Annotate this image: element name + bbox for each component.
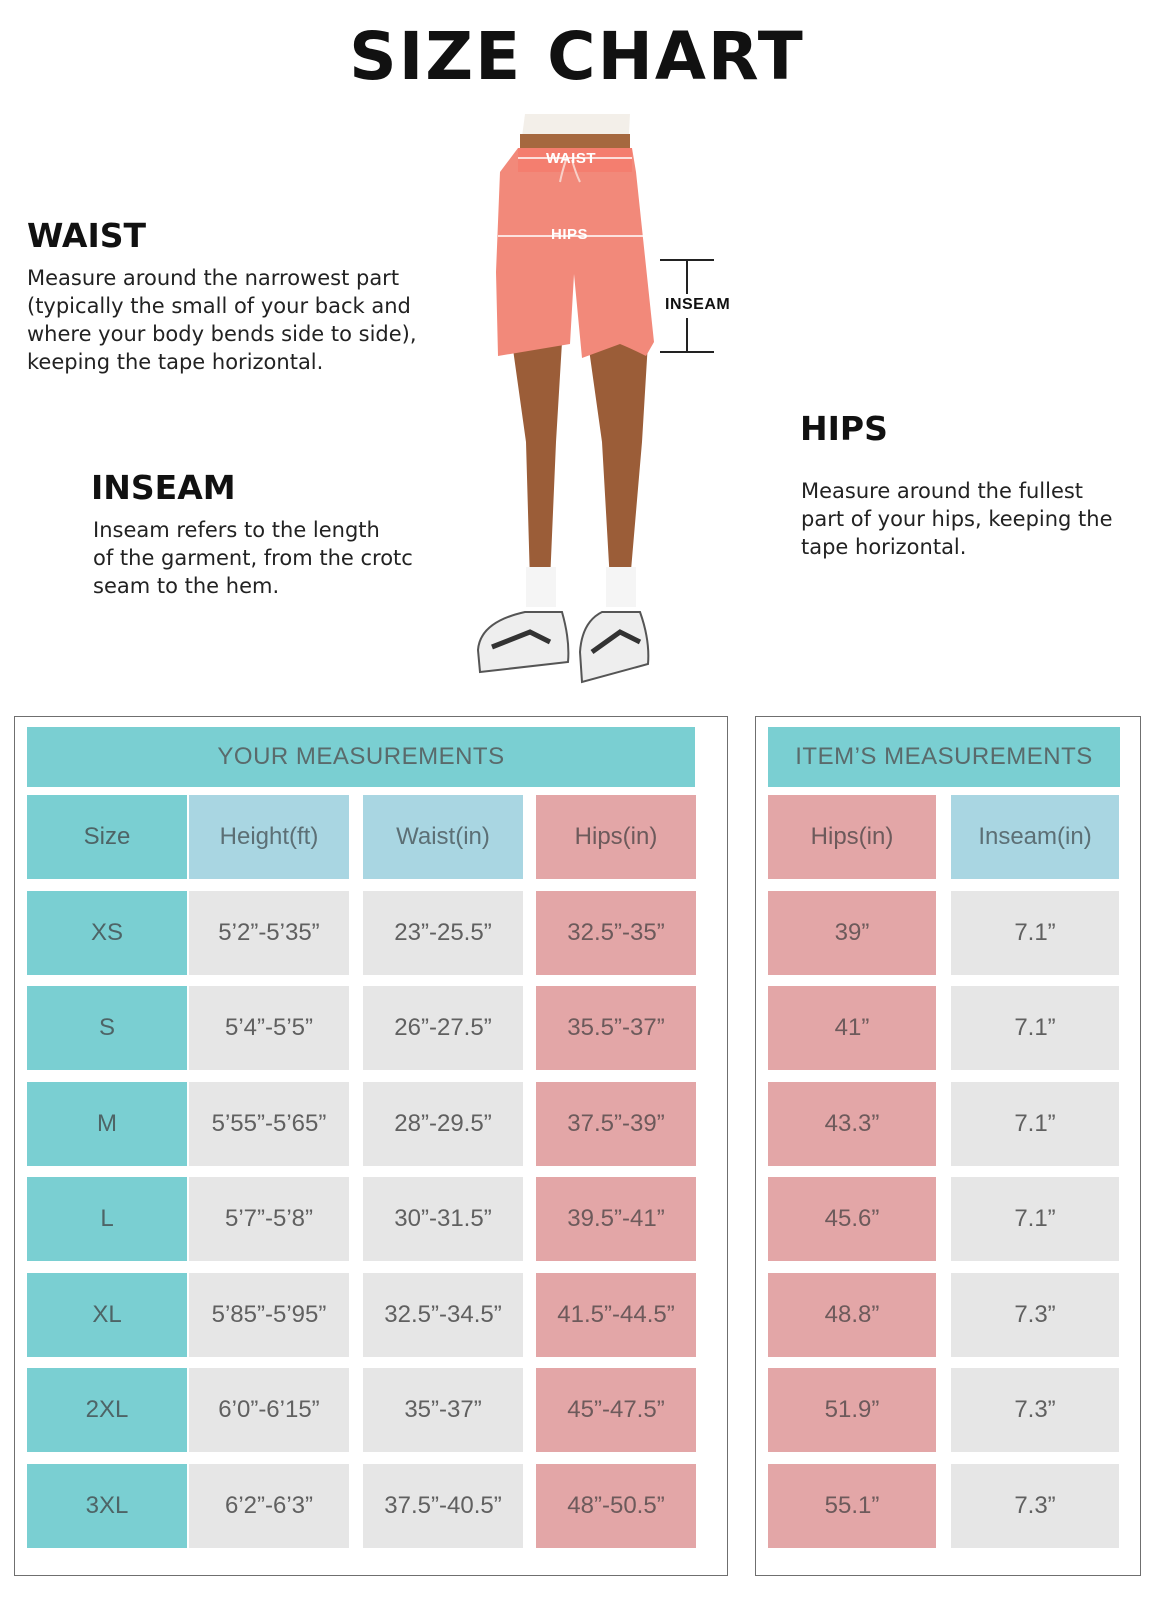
inseam-heading: INSEAM <box>91 468 236 507</box>
your-table-cell: 48”-50.5” <box>536 1463 696 1548</box>
your-table-cell: 41.5”-44.5” <box>536 1272 696 1357</box>
your-table-cell: 6’0”-6’15” <box>189 1368 349 1452</box>
item-table-cell: 7.3” <box>951 1463 1119 1548</box>
hips-line: part of your hips, keeping the <box>801 507 1113 531</box>
your-table-cell: 5’7”-5’8” <box>189 1177 349 1261</box>
your-measurements-table: YOUR MEASUREMENTS Size Height(ft) Waist(in… <box>14 716 728 1576</box>
your-table-cell: 5’4”-5’5” <box>189 986 349 1070</box>
item-table-cell: 45.6” <box>768 1177 936 1261</box>
item-column-header: Hips(in) <box>768 795 936 879</box>
waist-description: Measure around the narrowest part (typic… <box>27 264 447 376</box>
your-table-cell: 26”-27.5” <box>363 986 523 1070</box>
inseam-line: of the garment, from the crotc <box>93 546 413 570</box>
page-title: SIZE CHART <box>349 18 805 95</box>
your-table-cell: 35.5”-37” <box>536 986 696 1070</box>
hips-heading: HIPS <box>800 409 888 448</box>
item-measurements-header: ITEM’S MEASUREMENTS <box>768 727 1120 787</box>
inseam-line: Inseam refers to the length <box>93 518 380 542</box>
item-measurements-table: ITEM’S MEASUREMENTS Hips(in) Inseam(in) 39… <box>755 716 1141 1576</box>
item-table-cell: 7.3” <box>951 1272 1119 1357</box>
inseam-line: seam to the hem. <box>93 574 280 598</box>
inseam-description: Inseam refers to the length of the garme… <box>93 516 473 600</box>
waist-heading: WAIST <box>27 216 147 255</box>
your-measurements-header: YOUR MEASUREMENTS <box>27 727 695 787</box>
hips-line: tape horizontal. <box>801 535 967 559</box>
your-table-cell: 5’85”-5’95” <box>189 1272 349 1357</box>
your-table-cell: XL <box>27 1272 187 1357</box>
your-table-cell: 28”-29.5” <box>363 1081 523 1166</box>
waist-line: where your body bends side to side), <box>27 322 417 346</box>
inseam-figure-label: INSEAM <box>665 296 731 313</box>
item-table-cell: 48.8” <box>768 1272 936 1357</box>
waist-line: keeping the tape horizontal. <box>27 350 324 374</box>
your-column-header: Height(ft) <box>189 795 349 879</box>
item-table-cell: 51.9” <box>768 1368 936 1452</box>
item-table-cell: 7.1” <box>951 890 1119 975</box>
waist-line: (typically the small of your back and <box>27 294 411 318</box>
item-table-cell: 39” <box>768 890 936 975</box>
your-table-cell: S <box>27 986 187 1070</box>
item-table-cell: 7.1” <box>951 986 1119 1070</box>
item-table-cell: 7.1” <box>951 1081 1119 1166</box>
hips-figure-label: HIPS <box>551 226 589 243</box>
item-table-cell: 55.1” <box>768 1463 936 1548</box>
hips-line: Measure around the fullest <box>801 479 1084 503</box>
item-table-cell: 7.3” <box>951 1368 1119 1452</box>
model-illustration: WAIST HIPS INSEAM <box>470 112 770 712</box>
item-table-cell: 43.3” <box>768 1081 936 1166</box>
your-column-header: Hips(in) <box>536 795 696 879</box>
your-table-cell: 23”-25.5” <box>363 890 523 975</box>
your-table-cell: L <box>27 1177 187 1261</box>
your-table-cell: XS <box>27 890 187 975</box>
your-table-cell: 35”-37” <box>363 1368 523 1452</box>
waist-figure-label: WAIST <box>546 150 596 167</box>
item-table-cell: 41” <box>768 986 936 1070</box>
your-table-cell: 30”-31.5” <box>363 1177 523 1261</box>
your-table-cell: 37.5”-40.5” <box>363 1463 523 1548</box>
item-table-cell: 7.1” <box>951 1177 1119 1261</box>
your-table-cell: 5’55”-5’65” <box>189 1081 349 1166</box>
your-table-cell: 2XL <box>27 1368 187 1452</box>
your-table-cell: 39.5”-41” <box>536 1177 696 1261</box>
your-table-cell: 5’2”-5’35” <box>189 890 349 975</box>
shorts-model-graphic <box>476 114 714 684</box>
waist-line: Measure around the narrowest part <box>27 266 400 290</box>
your-column-header: Size <box>27 795 187 879</box>
your-table-cell: 45”-47.5” <box>536 1368 696 1452</box>
item-column-header: Inseam(in) <box>951 795 1119 879</box>
your-table-cell: 6’2”-6’3” <box>189 1463 349 1548</box>
your-column-header: Waist(in) <box>363 795 523 879</box>
your-table-cell: M <box>27 1081 187 1166</box>
your-table-cell: 37.5”-39” <box>536 1081 696 1166</box>
your-table-cell: 32.5”-35” <box>536 890 696 975</box>
your-table-cell: 32.5”-34.5” <box>363 1272 523 1357</box>
your-table-cell: 3XL <box>27 1463 187 1548</box>
hips-description: Measure around the fullest part of your … <box>801 477 1131 561</box>
